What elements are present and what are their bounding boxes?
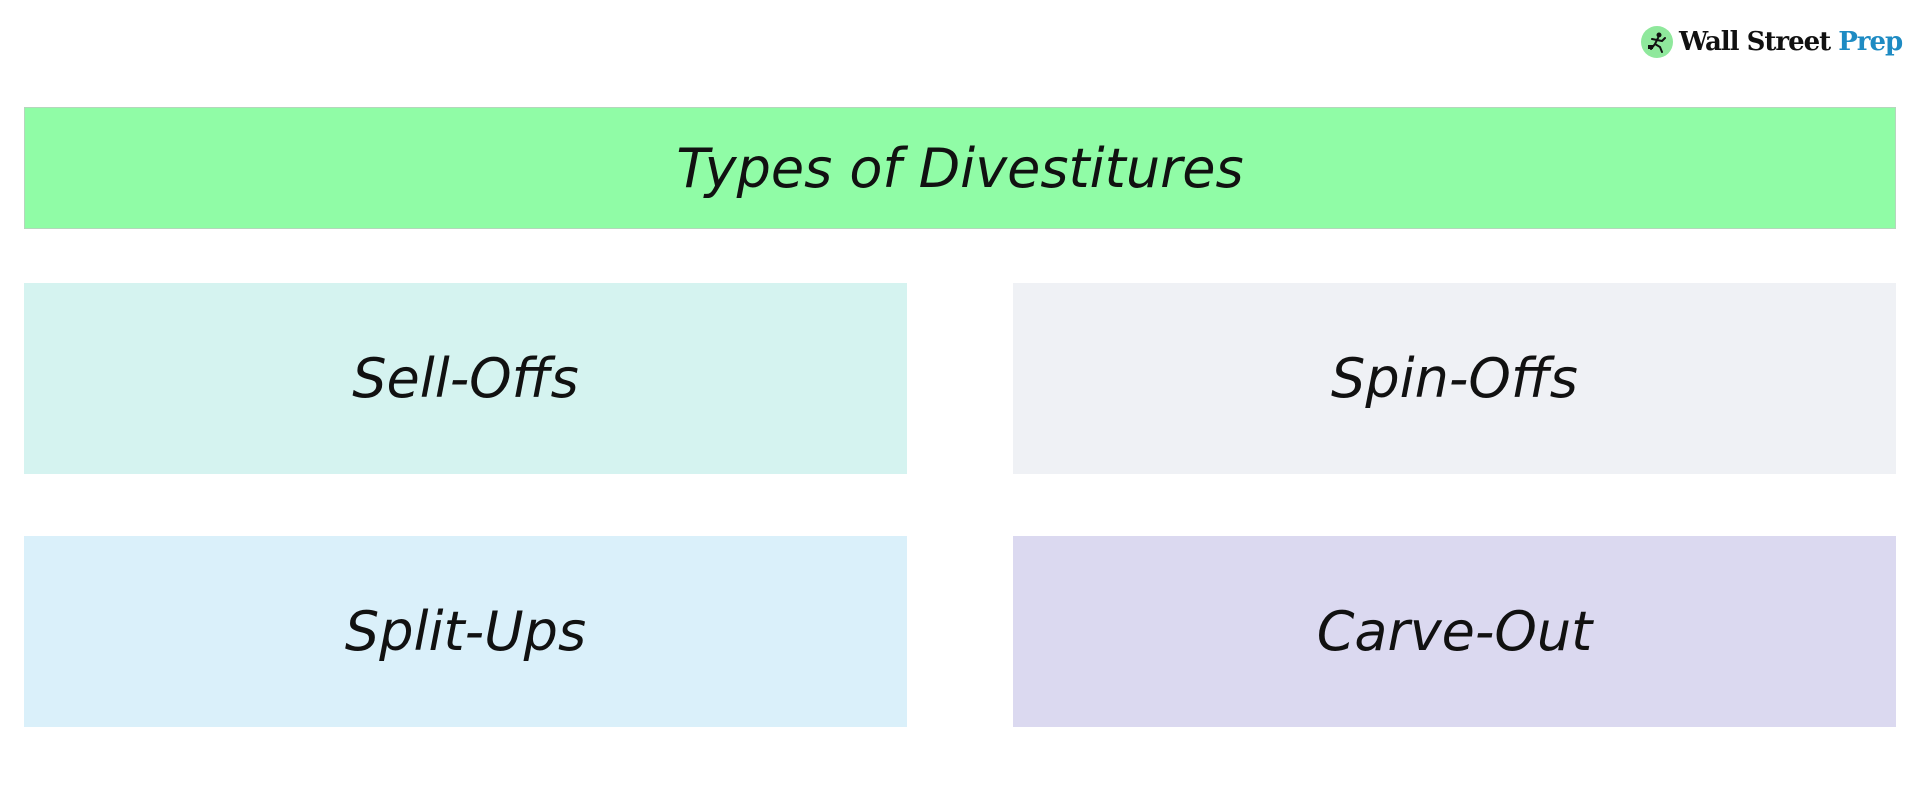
- running-businessman-icon: [1641, 26, 1673, 58]
- type-box-sell-offs: Sell-Offs: [24, 283, 907, 474]
- type-box-carve-out: Carve-Out: [1013, 536, 1896, 727]
- diagram-title: Types of Divestitures: [676, 136, 1244, 200]
- diagram-title-box: Types of Divestitures: [24, 107, 1896, 229]
- type-label: Carve-Out: [1316, 600, 1593, 663]
- wall-street-prep-logo: Wall Street Prep: [1641, 26, 1903, 58]
- type-label: Split-Ups: [344, 600, 587, 663]
- type-label: Spin-Offs: [1331, 347, 1578, 410]
- type-label: Sell-Offs: [352, 347, 579, 410]
- logo-wordmark: Wall Street Prep: [1679, 27, 1903, 57]
- type-box-split-ups: Split-Ups: [24, 536, 907, 727]
- type-box-spin-offs: Spin-Offs: [1013, 283, 1896, 474]
